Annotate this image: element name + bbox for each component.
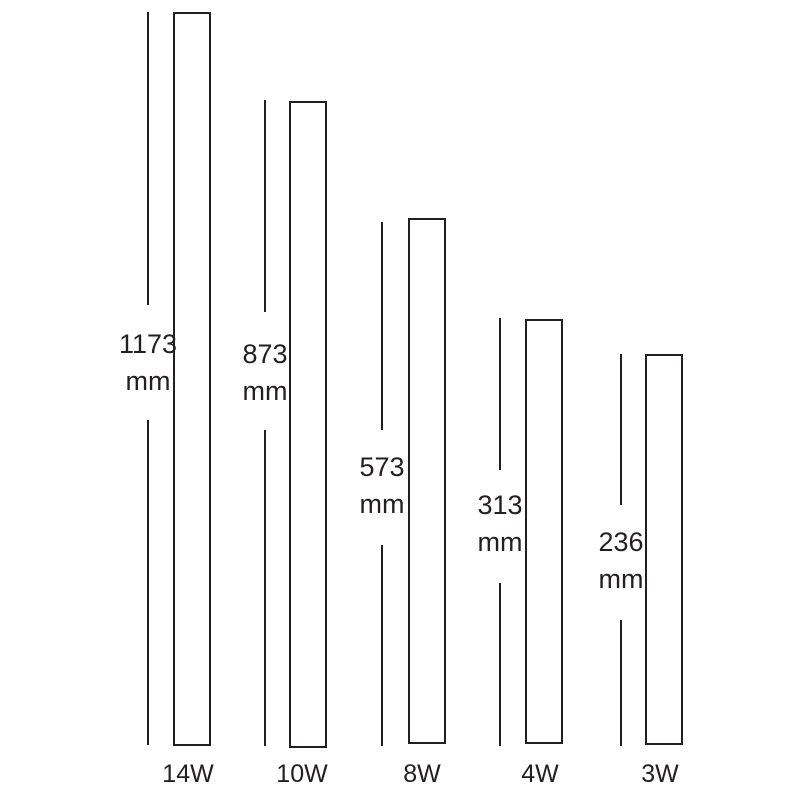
length-label: 573 mm — [337, 449, 427, 523]
dimension-line-top — [620, 354, 622, 505]
power-label: 3W — [641, 760, 679, 788]
length-unit: mm — [477, 527, 523, 557]
power-label: 8W — [403, 760, 441, 788]
dimension-line-bottom — [147, 420, 149, 745]
length-label: 873 mm — [220, 336, 310, 410]
dimension-line-top — [264, 100, 266, 312]
dimension-line-top — [381, 222, 383, 430]
power-label: 10W — [276, 760, 328, 788]
product-bar — [173, 12, 211, 746]
dimension-line-bottom — [381, 545, 383, 746]
length-unit: mm — [359, 489, 405, 519]
length-value: 1173 — [118, 329, 178, 359]
power-label: 14W — [162, 760, 214, 788]
dimension-line-bottom — [264, 430, 266, 746]
length-label: 1173 mm — [103, 326, 193, 400]
length-value: 573 — [359, 452, 405, 482]
length-value: 236 — [598, 527, 644, 557]
length-unit: mm — [598, 564, 644, 594]
product-bar — [408, 218, 446, 744]
length-value: 873 — [242, 339, 288, 369]
product-bar — [525, 319, 563, 744]
power-label: 4W — [521, 760, 559, 788]
dimension-line-bottom — [620, 620, 622, 746]
length-value: 313 — [477, 490, 523, 520]
length-unit: mm — [125, 366, 171, 396]
product-bar — [289, 101, 327, 748]
dimension-line-bottom — [499, 583, 501, 746]
dimension-line-top — [147, 12, 149, 305]
length-label: 313 mm — [455, 487, 545, 561]
length-label: 236 mm — [576, 524, 666, 598]
product-bar — [645, 354, 683, 745]
length-unit: mm — [242, 376, 288, 406]
dimension-line-top — [499, 318, 501, 470]
